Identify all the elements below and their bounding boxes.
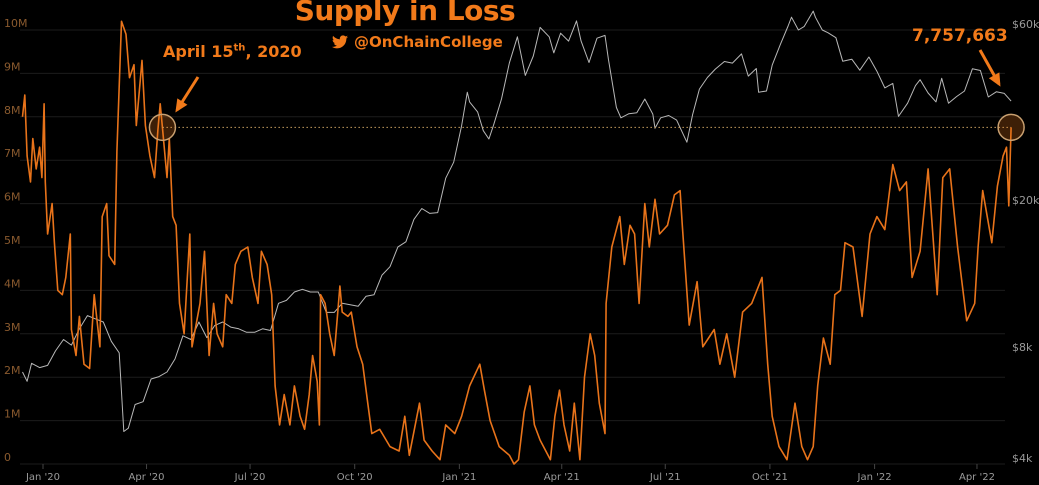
twitter-handle[interactable]: @OnChainCollege: [332, 33, 503, 51]
x-axis-tick-label: Jan '22: [857, 472, 892, 483]
left-axis-tick-label: 5M: [4, 234, 21, 247]
left-axis: 0 1M 2M 3M 4M 5M 6M 7M 8M 9M 10M: [4, 17, 28, 464]
right-axis-tick-label: $8k: [1012, 341, 1033, 354]
annotation-left-date: April 15: [163, 42, 234, 61]
right-axis-tick-label: $60k: [1012, 18, 1039, 31]
left-axis-tick-label: 3M: [4, 321, 21, 334]
arrow-current-value-head: [988, 72, 1001, 87]
x-axis: Jan '20 Apr '20 Jul '20 Oct '20 Jan '21 Apr '…: [25, 464, 995, 483]
left-axis-tick-label: 6M: [4, 191, 21, 204]
annotation-marks: [148, 49, 1025, 142]
left-axis-tick-label: 10M: [4, 17, 28, 30]
left-axis-tick-label: 0: [4, 451, 11, 464]
btc-price-line: [22, 10, 1012, 432]
left-axis-tick-label: 1M: [4, 408, 21, 421]
annotation-left-year: , 2020: [245, 42, 302, 61]
x-axis-tick-label: Apr '21: [544, 472, 580, 483]
gridlines: [20, 29, 1005, 465]
series-layer: [21, 10, 1012, 465]
x-axis-tick-label: Jan '21: [441, 472, 476, 483]
x-axis-tick-label: Oct '20: [337, 472, 373, 483]
x-axis-tick-label: Apr '20: [129, 472, 165, 483]
left-axis-tick-label: 8M: [4, 104, 21, 117]
twitter-handle-text: @OnChainCollege: [354, 33, 503, 51]
left-axis-tick-label: 4M: [4, 277, 21, 290]
x-axis-tick-label: Jul '21: [649, 472, 681, 483]
left-axis-tick-label: 2M: [4, 364, 21, 377]
twitter-bird-icon: [332, 35, 348, 49]
right-axis: $4k $8k $20k $60k: [1012, 18, 1039, 465]
annotation-current-value: 7,757,663: [912, 26, 1008, 46]
annotation-april-15-2020: April 15th, 2020: [163, 42, 302, 61]
annotation-left-suffix: th: [233, 42, 246, 54]
supply-in-loss-line: [21, 20, 1012, 465]
x-axis-tick-label: Jan '20: [25, 472, 60, 483]
right-axis-tick-label: $4k: [1012, 452, 1033, 465]
left-axis-tick-label: 9M: [4, 60, 21, 73]
x-axis-tick-label: Jul '20: [234, 472, 266, 483]
arrow-april-15-head: [175, 98, 188, 113]
x-axis-tick-label: Oct '21: [752, 472, 788, 483]
x-axis-tick-label: Apr '22: [959, 472, 995, 483]
circle-current-value: [997, 113, 1025, 142]
right-axis-tick-label: $20k: [1012, 194, 1039, 207]
circle-april-15-2020: [148, 113, 177, 142]
chart-title: Supply in Loss: [294, 0, 516, 27]
left-axis-tick-label: 7M: [4, 147, 21, 160]
